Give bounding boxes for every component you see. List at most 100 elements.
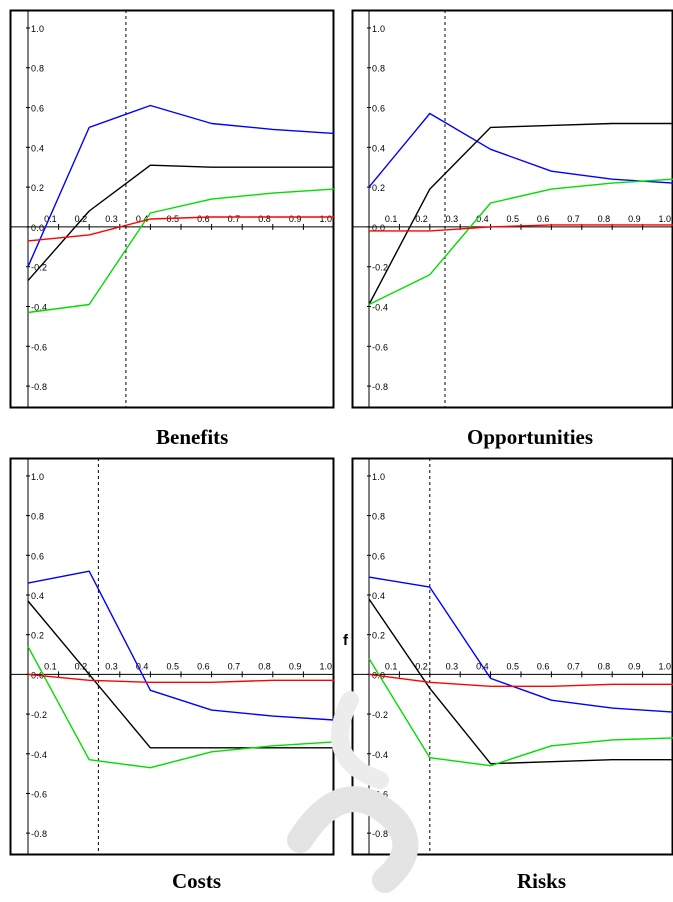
x-tick-label: 0.2 [75,661,88,671]
y-tick-label: -0.6 [372,789,388,799]
chart-costs: 1.00.80.60.40.20.0-0.2-0.4-0.6-0.80.1 0.2… [9,457,335,856]
x-tick-label: 1.0 [658,661,671,671]
y-tick-label: -0.8 [372,382,388,392]
y-tick-label: 0.8 [31,64,44,74]
x-tick-label: 0.2 [415,214,428,224]
y-tick-label: 0.8 [372,64,385,74]
series-line-black [27,164,334,282]
caption-opportunities: Opportunities [467,425,594,449]
y-tick-label: 1.0 [372,24,385,34]
y-tick-label: 0.4 [372,143,385,153]
y-tick-label: -0.6 [31,342,47,352]
x-tick-label: 0.7 [567,214,580,224]
series-line-green [368,658,673,767]
y-tick-label: -0.6 [372,342,388,352]
x-tick-label: 0.1 [44,661,57,671]
y-tick-label: 0.2 [372,631,385,641]
y-tick-label: -0.2 [31,710,47,720]
y-tick-label: -0.6 [31,789,47,799]
x-tick-label: 0.6 [197,214,210,224]
series-line-blue [368,112,673,188]
x-tick-label: 0.1 [385,214,398,224]
x-tick-label: 0.5 [506,661,519,671]
y-tick-label: -0.2 [372,710,388,720]
y-tick-label: 0.0 [372,223,385,233]
y-tick-label: 0.2 [372,183,385,193]
y-tick-label: 0.6 [372,551,385,561]
chart-risks: 1.00.80.60.40.20.0-0.2-0.4-0.6-0.80.1 0.2… [351,457,673,856]
caption-costs: Costs [172,869,222,893]
caption-risks: Risks [517,869,567,893]
y-tick-label: -0.4 [372,303,388,313]
y-tick-label: 0.4 [31,591,44,601]
x-tick-label: 0.7 [228,214,241,224]
x-tick-label: 0.4 [136,214,149,224]
y-tick-label: 1.0 [31,24,44,34]
plot-area: 1.00.80.60.40.20.0-0.2-0.4-0.6-0.80.1 0.2… [10,458,334,855]
x-tick-label: 0.8 [598,661,611,671]
y-tick-label: 0.6 [31,104,44,114]
y-tick-label: 0.2 [31,631,44,641]
series-line-blue [27,570,334,721]
stray-glyph: f [343,632,348,649]
x-tick-label: 1.0 [658,214,671,224]
x-tick-label: 0.9 [628,661,641,671]
series-line-green [27,188,334,314]
plot-frame [351,9,673,409]
x-tick-label: 0.9 [289,214,302,224]
x-tick-label: 0.3 [105,214,118,224]
x-tick-label: 0.8 [598,214,611,224]
y-tick-label: -0.8 [31,382,47,392]
y-tick-label: 0.4 [31,143,44,153]
plot-area: 1.00.80.60.40.20.0-0.2-0.4-0.6-0.80.1 0.2… [10,10,334,408]
y-tick-label: 0.8 [31,512,44,522]
y-tick-label: -0.4 [372,750,388,760]
plot-area: 1.00.80.60.40.20.0-0.2-0.4-0.6-0.80.1 0.2… [352,458,673,855]
series-line-green [368,178,673,306]
y-tick-label: 1.0 [372,472,385,482]
y-tick-label: -0.8 [372,829,388,839]
plot-frame [9,9,335,409]
series-line-black [368,598,673,765]
x-tick-label: 0.2 [415,661,428,671]
x-tick-label: 0.8 [258,214,271,224]
y-tick-label: 0.2 [31,183,44,193]
chart-benefits: 1.00.80.60.40.20.0-0.2-0.4-0.6-0.80.1 0.2… [9,9,335,409]
x-tick-label: 0.5 [506,214,519,224]
x-tick-label: 0.6 [197,661,210,671]
series-line-red [27,673,334,683]
plot-frame [351,457,673,856]
x-tick-label: 0.1 [44,214,57,224]
y-tick-label: 0.4 [372,591,385,601]
plot-frame [9,457,335,856]
series-line-blue [27,104,334,267]
plot-area: 1.0 0.8 0.6 0.4 0.2 0.0 -0.2 -0.4 -0.6 -0.8 0.1 0.2… [352,10,673,408]
series-line-red [369,224,673,232]
series-line-green [27,646,334,769]
y-tick-label: 1.0 [31,472,44,482]
y-tick-label: 0.6 [372,104,385,114]
x-tick-label: 0.4 [476,214,489,224]
x-tick-label: 0.3 [446,214,459,224]
x-tick-label: 0.7 [228,661,241,671]
x-tick-label: 0.6 [537,214,550,224]
x-tick-label: 0.5 [166,661,179,671]
series-line-black [368,122,673,305]
x-tick-label: 0.2 [75,214,88,224]
y-tick-label: 0.6 [31,551,44,561]
x-tick-label: 0.1 [385,661,398,671]
y-tick-label: -0.4 [31,303,47,313]
x-tick-label: 0.3 [105,661,118,671]
y-tick-label: -0.2 [372,263,388,273]
x-tick-label: 0.7 [567,661,580,671]
x-tick-label: 1.0 [319,661,332,671]
x-tick-label: 0.3 [446,661,459,671]
caption-benefits: Benefits [156,425,229,449]
x-tick-label: 0.4 [136,661,149,671]
x-tick-label: 0.9 [628,214,641,224]
y-tick-label: -0.4 [31,750,47,760]
x-tick-label: 0.9 [289,661,302,671]
series-line-red [27,216,334,242]
